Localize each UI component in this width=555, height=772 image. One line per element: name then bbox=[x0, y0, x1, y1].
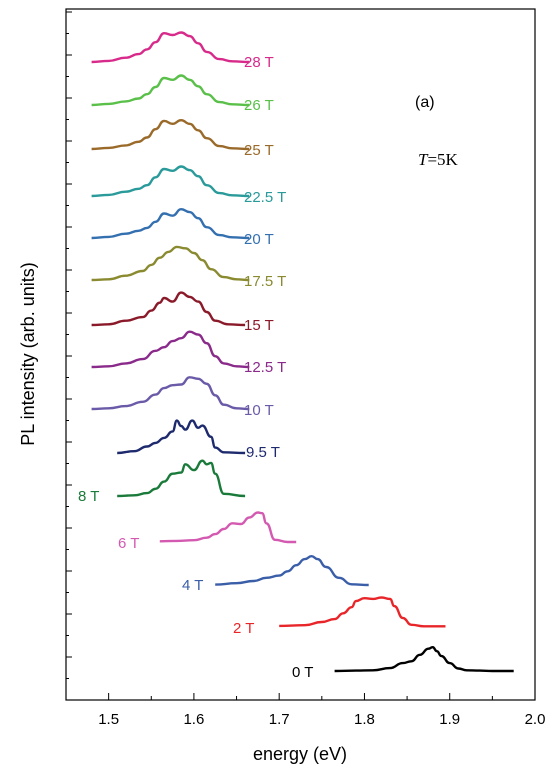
x-tick-label: 1.8 bbox=[354, 711, 375, 728]
series-label: 20 T bbox=[244, 231, 274, 248]
panel-label: (a) bbox=[415, 94, 435, 111]
x-axis-ticks bbox=[65, 693, 536, 700]
x-tick-label: 1.7 bbox=[269, 711, 290, 728]
series-label: 25 T bbox=[244, 142, 274, 159]
series-label: 10 T bbox=[244, 402, 274, 419]
series-line bbox=[91, 245, 250, 282]
series-line bbox=[334, 646, 514, 673]
temperature-annotation: T=5K bbox=[418, 150, 459, 169]
x-axis-title: energy (eV) bbox=[253, 744, 347, 764]
series-label: 15 T bbox=[244, 317, 274, 334]
y-axis-title: PL intensity (arb. units) bbox=[18, 262, 38, 445]
series-line bbox=[117, 459, 246, 498]
series-label: 26 T bbox=[244, 97, 274, 114]
x-tick-label: 1.5 bbox=[98, 711, 119, 728]
x-tick-label: 2.0 bbox=[525, 711, 546, 728]
x-tick-label: 1.6 bbox=[183, 711, 204, 728]
series-line bbox=[159, 511, 297, 544]
temperature-value: =5K bbox=[427, 150, 458, 169]
series-label: 22.5 T bbox=[244, 189, 286, 206]
x-tick-label: 1.9 bbox=[439, 711, 460, 728]
series-line bbox=[91, 74, 250, 107]
series-label: 2 T bbox=[233, 620, 254, 637]
series-line bbox=[279, 596, 446, 628]
series-line bbox=[215, 555, 369, 587]
series-line bbox=[91, 376, 250, 411]
series-line bbox=[91, 119, 250, 151]
x-axis-tick-labels: 1.5 1.6 1.7 1.8 1.9 2.0 bbox=[98, 711, 545, 728]
series-layer bbox=[91, 31, 514, 673]
plot-frame bbox=[65, 8, 536, 701]
series-label: 28 T bbox=[244, 54, 274, 71]
series-label: 9.5 T bbox=[246, 444, 280, 461]
series-line bbox=[91, 208, 250, 240]
series-line bbox=[91, 31, 250, 64]
series-label: 0 T bbox=[292, 664, 313, 681]
series-label: 17.5 T bbox=[244, 273, 286, 290]
series-label: 6 T bbox=[118, 535, 139, 552]
series-label: 4 T bbox=[182, 577, 203, 594]
series-line bbox=[117, 419, 246, 455]
series-line bbox=[91, 330, 250, 369]
series-label: 8 T bbox=[78, 488, 99, 505]
y-axis-ticks bbox=[66, 11, 72, 701]
series-line bbox=[91, 291, 246, 327]
series-labels: 0 T 2 T 4 T 6 T 8 T 9.5 T 10 T 12.5 T 15 T 17.5 T… bbox=[78, 54, 313, 681]
temperature-symbol: T bbox=[418, 150, 429, 169]
series-label: 12.5 T bbox=[244, 359, 286, 376]
series-line bbox=[91, 165, 250, 198]
